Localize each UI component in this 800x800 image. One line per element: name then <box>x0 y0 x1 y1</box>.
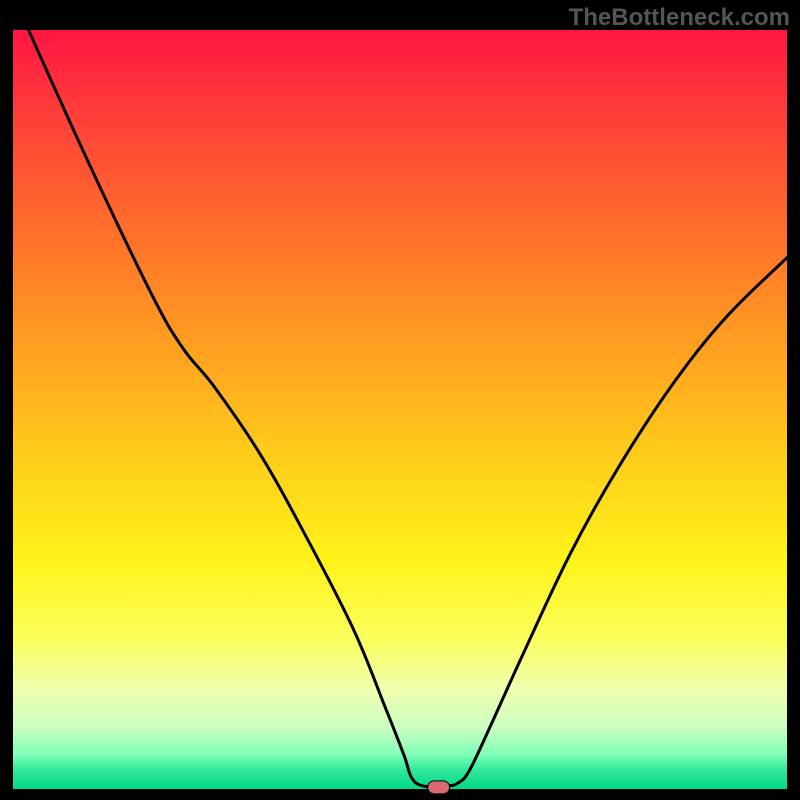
bottleneck-curve-path <box>28 30 787 787</box>
chart-stage: TheBottleneck.com <box>0 0 800 800</box>
bottleneck-curve-svg <box>13 30 787 789</box>
plot-area <box>13 30 787 789</box>
watermark-text: TheBottleneck.com <box>569 4 790 32</box>
optimum-marker <box>427 781 451 794</box>
